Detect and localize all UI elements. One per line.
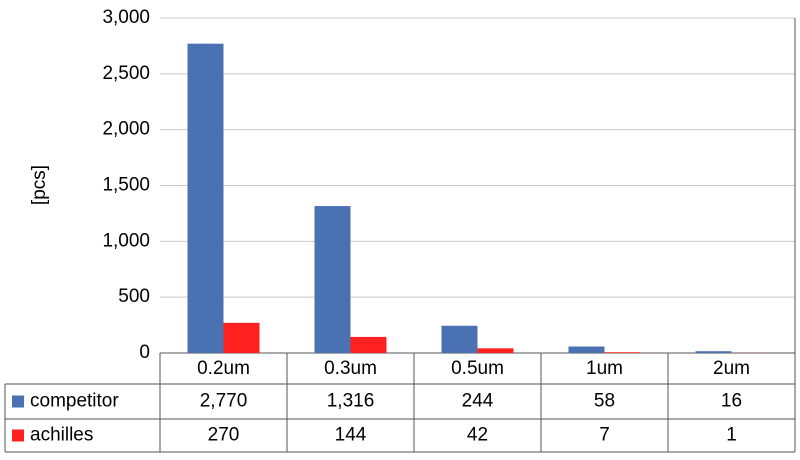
table-value: 244 — [462, 391, 494, 412]
y-tick-label: 500 — [118, 286, 150, 307]
table-value: 7 — [599, 425, 610, 446]
table-value: 1,316 — [327, 391, 375, 412]
y-tick-label: 3,000 — [102, 7, 150, 28]
x-tick-label: 0.3um — [324, 358, 377, 379]
x-tick-label: 2um — [713, 358, 750, 379]
table-value: 144 — [335, 425, 367, 446]
x-tick-label: 0.2um — [197, 358, 250, 379]
table-value: 270 — [208, 425, 240, 446]
bar — [314, 206, 351, 353]
y-axis-label: [pcs] — [29, 165, 50, 205]
y-tick-label: 0 — [139, 342, 150, 363]
bar — [568, 346, 605, 353]
bar — [695, 351, 732, 353]
y-tick-label: 1,500 — [102, 175, 150, 196]
legend-swatch — [12, 429, 24, 442]
y-tick-label: 2,500 — [102, 63, 150, 84]
bar — [187, 43, 224, 353]
bar — [604, 352, 641, 353]
table-value: 58 — [594, 391, 615, 412]
legend-label: achilles — [30, 425, 93, 446]
legend-label: competitor — [30, 391, 119, 412]
table-value: 42 — [467, 425, 488, 446]
table-value: 2,770 — [200, 391, 248, 412]
x-tick-label: 0.5um — [451, 358, 504, 379]
y-tick-label: 1,000 — [102, 230, 150, 251]
bar — [477, 348, 514, 353]
x-tick-label: 1um — [586, 358, 623, 379]
y-tick-label: 2,000 — [102, 119, 150, 140]
bar — [223, 322, 260, 353]
bar — [441, 325, 478, 353]
table-value: 16 — [721, 391, 742, 412]
legend-swatch — [12, 395, 24, 408]
table-value: 1 — [726, 425, 737, 446]
bar — [350, 336, 387, 353]
